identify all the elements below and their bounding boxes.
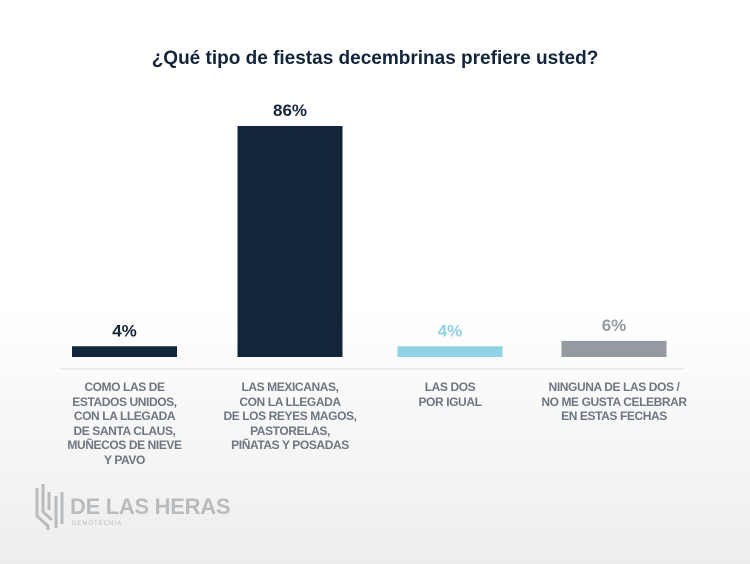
data-label: 6% (602, 316, 627, 335)
data-label: 4% (112, 321, 137, 340)
bar (72, 346, 177, 357)
data-label: 86% (273, 101, 307, 120)
category-label: LAS DOS POR IGUAL (418, 380, 482, 409)
logo-name: DE LAS HERAS (70, 494, 231, 519)
logo-mark-icon (35, 484, 64, 530)
category-label: COMO LAS DE ESTADOS UNIDOS, CON LA LLEGA… (67, 380, 182, 467)
chart-title: ¿Qué tipo de fiestas decembrinas prefier… (151, 48, 599, 69)
category-label: NINGUNA DE LAS DOS / NO ME GUSTA CELEBRA… (541, 380, 687, 423)
logo-subtitle: DEMOTECNIA (72, 521, 123, 527)
bar (561, 340, 667, 357)
bar (397, 346, 503, 357)
category-label: LAS MEXICANAS, CON LA LLEGADA DE LOS REY… (223, 380, 357, 452)
data-label: 4% (438, 321, 463, 340)
logo: DE LAS HERAS DEMOTECNIA (34, 482, 231, 537)
bar (237, 126, 343, 357)
